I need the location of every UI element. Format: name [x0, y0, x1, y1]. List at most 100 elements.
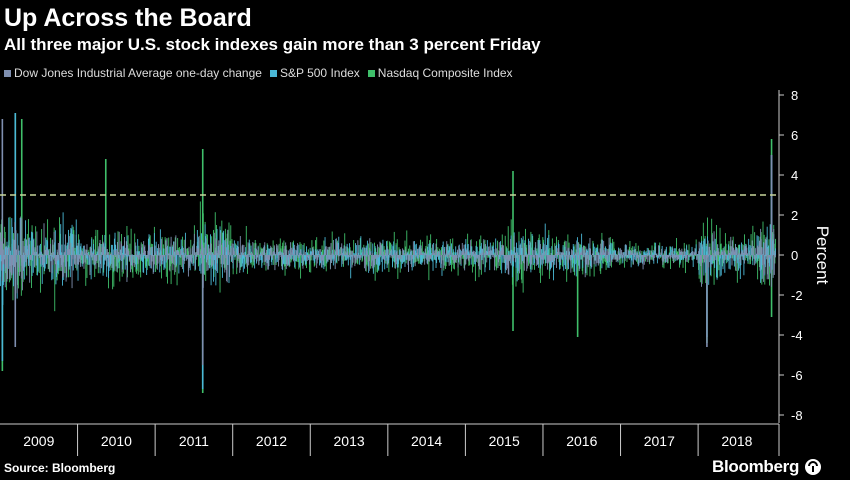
bar [139, 253, 141, 255]
bar [495, 247, 497, 255]
bar [615, 255, 617, 263]
bar [653, 255, 655, 258]
bar [463, 244, 465, 255]
bar [677, 254, 679, 255]
bar [133, 255, 135, 256]
bar [433, 243, 435, 255]
bar [692, 255, 694, 261]
bar [671, 255, 673, 259]
bar [44, 245, 46, 255]
bar [45, 255, 47, 265]
bar [35, 255, 37, 266]
bar [80, 255, 82, 264]
bar [217, 255, 219, 273]
bar [431, 253, 433, 255]
bar [10, 255, 12, 279]
bar [537, 253, 538, 255]
bar [714, 255, 716, 268]
bar [424, 252, 426, 255]
bar [266, 249, 268, 255]
bar [288, 253, 290, 255]
bar [208, 246, 210, 255]
bar [68, 245, 69, 255]
bar [708, 255, 710, 268]
bar [500, 250, 502, 255]
bar [315, 255, 317, 258]
bar [357, 255, 359, 259]
bar [646, 247, 648, 255]
bar [392, 255, 394, 259]
bar [310, 255, 312, 257]
bar [584, 250, 586, 255]
bar [653, 251, 655, 255]
bar [742, 244, 744, 255]
bar [491, 248, 493, 255]
bar [223, 255, 225, 268]
bar [42, 255, 44, 266]
bar [580, 251, 582, 255]
bar [66, 249, 68, 255]
bar [374, 246, 376, 255]
bar [71, 224, 73, 255]
bar [610, 242, 612, 255]
bar [582, 255, 584, 257]
bar [183, 247, 185, 255]
bar [443, 255, 445, 268]
bar [260, 255, 262, 261]
bar [660, 255, 662, 257]
bar [747, 255, 749, 263]
bar [146, 255, 148, 257]
bar [81, 255, 83, 257]
bar [170, 246, 171, 255]
bar [461, 255, 463, 259]
bar [198, 235, 200, 255]
bar [408, 255, 410, 272]
bar [684, 255, 686, 274]
bar [243, 255, 245, 259]
bar [325, 246, 327, 255]
bar [39, 255, 41, 258]
bar [208, 251, 210, 255]
bar [172, 244, 174, 255]
bar [492, 245, 494, 255]
bar [210, 242, 211, 255]
bar [323, 240, 325, 255]
bar [431, 254, 433, 255]
bar [244, 255, 245, 257]
bar [31, 253, 33, 255]
bar [107, 255, 109, 258]
bar [177, 251, 179, 255]
bar [635, 252, 637, 255]
bar [112, 255, 114, 290]
bar [365, 255, 367, 271]
bar [417, 248, 419, 255]
bar [279, 238, 281, 255]
bar [514, 252, 516, 255]
bar [128, 251, 130, 255]
bar [591, 253, 593, 255]
bar [454, 255, 456, 258]
bar [265, 255, 267, 266]
bar [31, 255, 32, 261]
bar [495, 255, 497, 257]
bar [721, 255, 723, 267]
bar [724, 233, 726, 255]
bar [350, 250, 352, 255]
bar [536, 255, 538, 261]
bar [451, 255, 452, 272]
bar [228, 222, 230, 255]
bar [458, 255, 460, 258]
bar [536, 248, 538, 255]
bar [281, 255, 282, 260]
bar [165, 247, 167, 255]
bar [16, 255, 18, 294]
bar [93, 243, 94, 255]
bar [707, 255, 709, 257]
bar [72, 247, 74, 255]
bar [768, 255, 770, 258]
bar [522, 243, 524, 255]
bar [545, 250, 547, 255]
bar [585, 255, 587, 274]
bar [468, 255, 470, 266]
bar [80, 243, 82, 255]
